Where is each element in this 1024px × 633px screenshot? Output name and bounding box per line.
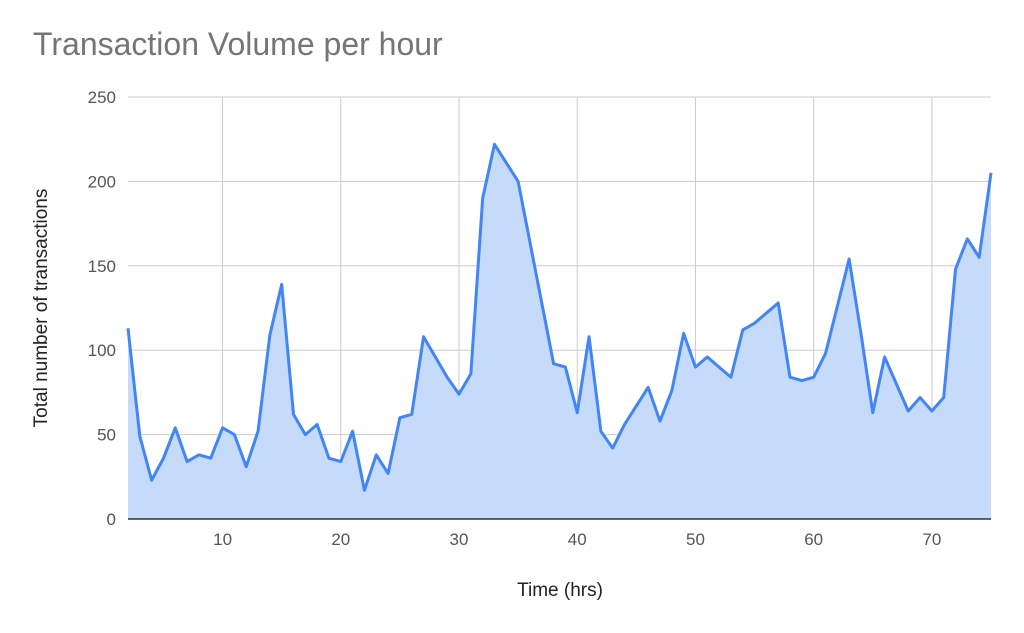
chart-title: Transaction Volume per hour xyxy=(33,26,443,62)
area-series xyxy=(126,142,993,520)
x-tick-label: 10 xyxy=(213,530,232,549)
x-tick-label: 60 xyxy=(804,530,823,549)
y-tick-label: 150 xyxy=(88,257,116,276)
x-tick-label: 30 xyxy=(450,530,469,549)
y-tick-label: 250 xyxy=(88,88,116,107)
x-tick-label: 40 xyxy=(568,530,587,549)
area-fill xyxy=(128,144,991,519)
series-line xyxy=(126,142,993,492)
x-axis-label: Time (hrs) xyxy=(517,580,603,601)
y-tick-label: 200 xyxy=(88,172,116,191)
x-tick-label: 70 xyxy=(922,530,941,549)
tick-labels: 0 50 100 150 200 250 10 20 30 40 50 60 70 xyxy=(88,88,942,549)
x-tick-label: 20 xyxy=(331,530,350,549)
x-tick-label: 50 xyxy=(686,530,705,549)
y-tick-label: 0 xyxy=(107,510,116,529)
y-tick-label: 100 xyxy=(88,341,116,360)
y-tick-label: 50 xyxy=(97,426,116,445)
